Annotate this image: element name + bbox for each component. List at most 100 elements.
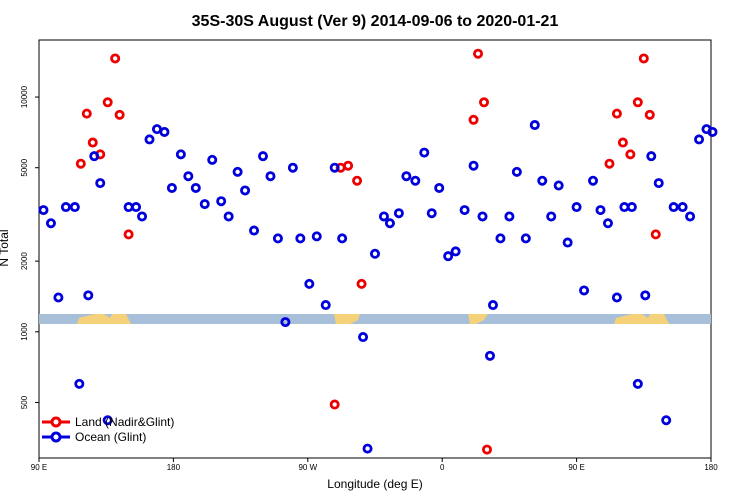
ocean-point [677,202,688,213]
ocean-point [166,182,177,193]
ocean-point [280,317,291,328]
ocean-point [207,154,218,165]
land-point [102,97,113,108]
land-point [479,97,490,108]
ocean-point [459,205,470,216]
ocean-point [588,175,599,186]
ocean-point [419,147,430,158]
ocean-point [537,175,548,186]
land-point [352,175,363,186]
land-point [632,97,643,108]
ocean-point [384,218,395,229]
ocean-point [378,211,389,222]
land-point [625,149,636,160]
legend-land-label: Land (Nadir&Glint) [75,415,174,429]
ocean-point [410,175,421,186]
ocean-point [232,166,243,177]
ocean-point [477,211,488,222]
y-axis: 500 1000 2000 5000 10000 [20,85,39,409]
land-point [329,399,340,410]
ocean-point [69,202,80,213]
x-tick-label: 90 E [31,463,47,472]
ocean-point [190,182,201,193]
legend: Land (Nadir&Glint) Ocean (Glint) [42,415,174,444]
ocean-point [487,300,498,311]
map-ocean-band [39,314,711,324]
ocean-point [60,202,71,213]
land-point [617,137,628,148]
ocean-point [511,166,522,177]
land-point [87,137,98,148]
ocean-point [393,208,404,219]
ocean-point [484,350,495,361]
ocean-point [74,378,85,389]
ocean-point [131,202,142,213]
land-point [644,109,655,120]
ocean-point [358,332,369,343]
ocean-point [249,225,260,236]
ocean-point [443,251,454,262]
ocean-point [450,246,461,257]
ocean-point [89,151,100,162]
ocean-point [144,134,155,145]
ocean-point [175,149,186,160]
ocean-point [362,443,373,454]
ocean-point [137,211,148,222]
ocean-point [320,300,331,311]
x-tick-label: 90 W [298,463,317,472]
land-point [481,444,492,455]
ocean-point [329,162,340,173]
ocean-point [640,290,651,301]
ocean-point [295,233,306,244]
ocean-point [595,205,606,216]
y-tick-label: 1000 [20,322,29,340]
ocean-point [546,211,557,222]
ocean-point [632,378,643,389]
ocean-point [434,182,445,193]
ocean-point [199,199,210,210]
ocean-point [304,278,315,289]
y-tick-label: 10000 [20,85,29,108]
ocean-point [240,185,251,196]
map-land-group [77,314,669,324]
ocean-point [38,205,49,216]
ocean-point [426,208,437,219]
land-point [604,158,615,169]
ocean-point [102,415,113,426]
y-axis-label: N Total [0,229,11,266]
ocean-point [653,178,664,189]
legend-ocean-marker [50,431,62,443]
land-point [611,108,622,119]
land-point [75,158,86,169]
ocean-point [337,233,348,244]
ocean-point [45,218,56,229]
ocean-point [504,211,515,222]
ocean-point [311,231,322,242]
land-point [638,53,649,64]
ocean-point [520,233,531,244]
ocean-point [571,202,582,213]
ocean-point [83,290,94,301]
map-land-shape [334,314,360,324]
y-tick-label: 500 [20,395,29,409]
x-tick-label: 180 [704,463,718,472]
ocean-point [159,126,170,137]
x-axis-label: Longitude (deg E) [327,477,422,491]
land-point [650,229,661,240]
ocean-point [626,202,637,213]
y-tick-label: 5000 [20,158,29,176]
land-point [343,160,354,171]
ocean-point [216,196,227,207]
map-land-shape [468,314,488,324]
legend-ocean-label: Ocean (Glint) [75,430,146,444]
land-point [468,114,479,125]
ocean-point [611,292,622,303]
ocean-point [53,292,64,303]
ocean-point [579,285,590,296]
legend-land-marker [50,416,62,428]
ocean-point [223,211,234,222]
ocean-point [401,171,412,182]
ocean-point [661,415,672,426]
ocean-point [257,151,268,162]
